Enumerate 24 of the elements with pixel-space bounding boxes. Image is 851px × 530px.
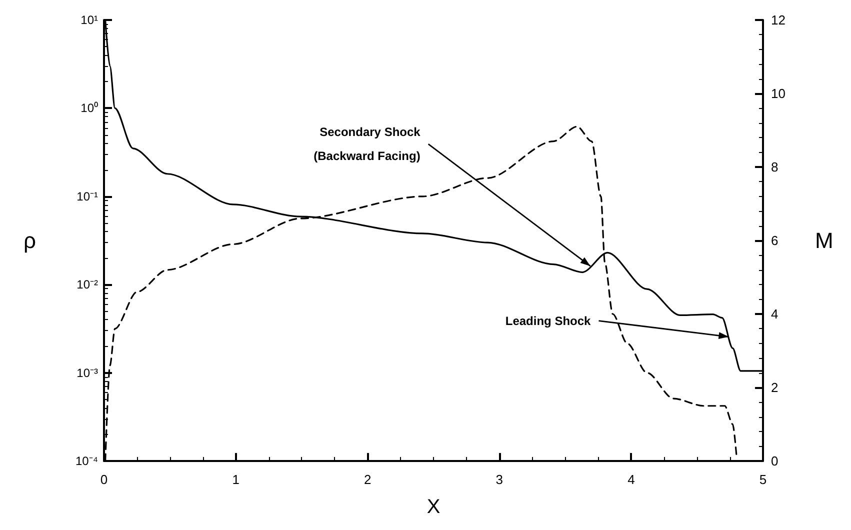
y2-tick-label: 12 bbox=[771, 12, 786, 28]
y2-tick-label: 4 bbox=[771, 306, 778, 322]
y2-tick-label: 8 bbox=[771, 160, 778, 174]
x-tick-label: 2 bbox=[364, 472, 372, 487]
y-tick-label: 10⁻⁴ bbox=[75, 454, 98, 468]
x-tick-label: 1 bbox=[232, 472, 240, 487]
x-axis-title: X bbox=[426, 496, 440, 518]
y-tick-label: 10⁻³ bbox=[76, 366, 98, 380]
y-tick-label: 10⁰ bbox=[80, 101, 98, 116]
y2-axis-title: M bbox=[815, 228, 834, 253]
x-tick-label: 4 bbox=[628, 472, 635, 487]
y2-tick-label: 2 bbox=[771, 380, 778, 395]
y-axis-title: ρ bbox=[23, 228, 36, 253]
y2-tick-label: 6 bbox=[771, 233, 778, 248]
x-tick-label: 5 bbox=[759, 472, 767, 487]
y2-tick-label: 10 bbox=[771, 86, 786, 101]
y-tick-label: 10⁻¹ bbox=[76, 189, 98, 204]
x-tick-label: 3 bbox=[496, 472, 504, 487]
annotation: Secondary Shock (Backward Facing) bbox=[314, 125, 421, 164]
annotation: Leading Shock bbox=[505, 314, 592, 328]
y2-tick-label: 0 bbox=[771, 454, 778, 468]
x-tick-label: 0 bbox=[100, 472, 108, 487]
y-tick-label: 10⁻² bbox=[76, 278, 98, 292]
y-tick-label: 10¹ bbox=[80, 13, 98, 27]
